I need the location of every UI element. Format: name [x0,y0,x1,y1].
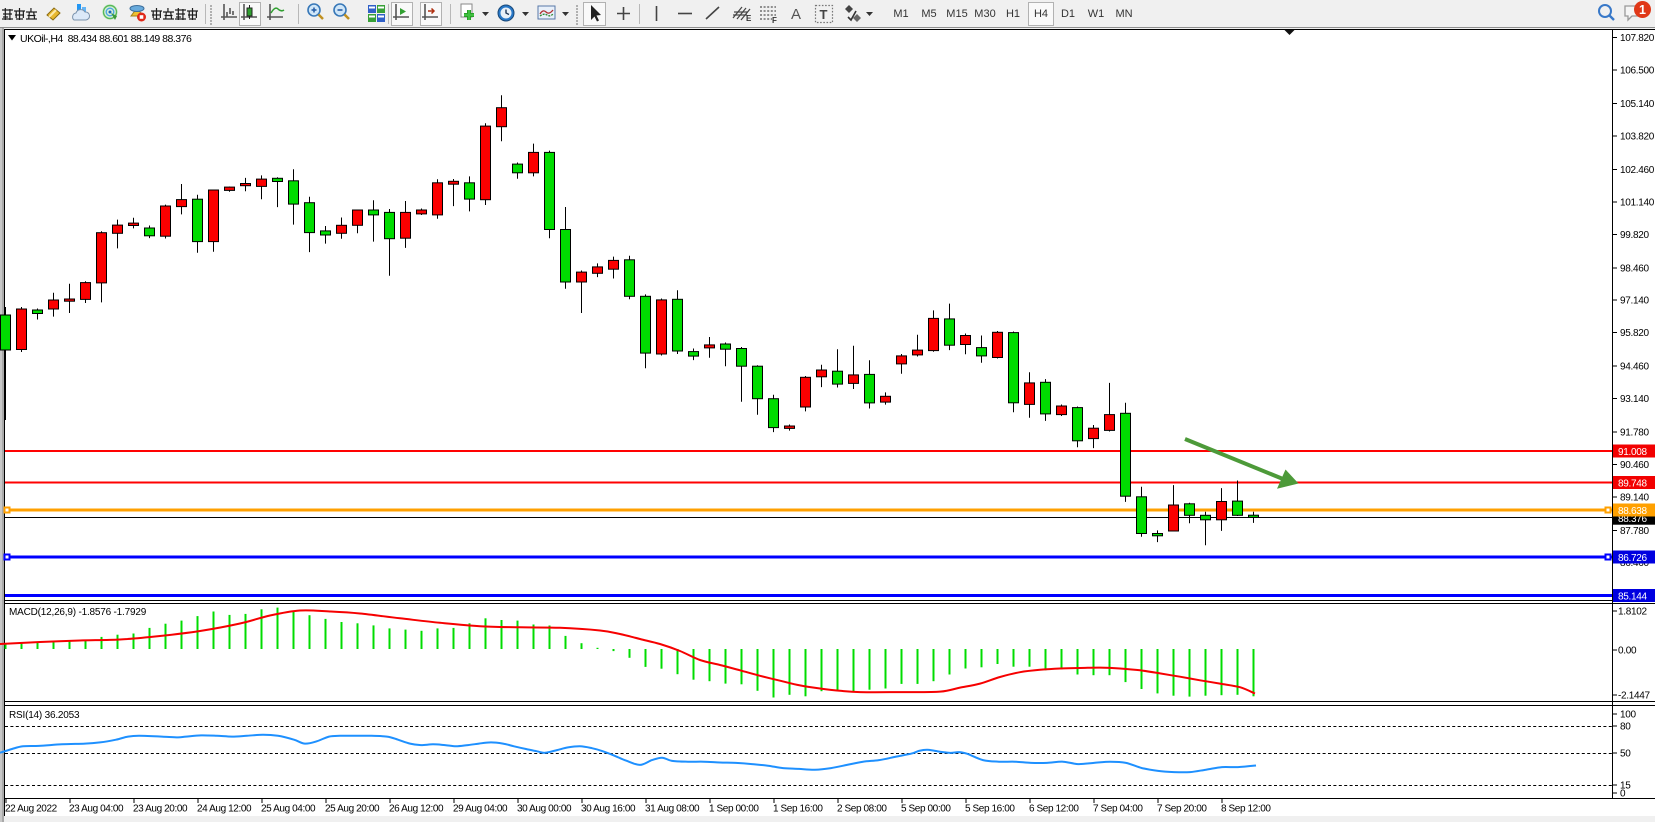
svg-text:29 Aug 04:00: 29 Aug 04:00 [453,804,508,815]
svg-text:D1: D1 [1061,8,1075,20]
svg-text:1 Sep 00:00: 1 Sep 00:00 [709,804,759,815]
svg-text:15: 15 [1620,781,1631,792]
svg-text:7 Sep 20:00: 7 Sep 20:00 [1157,804,1207,815]
svg-text:A: A [791,6,801,23]
svg-text:6 Sep 12:00: 6 Sep 12:00 [1029,804,1079,815]
svg-text:H1: H1 [1006,8,1020,20]
svg-text:30 Aug 16:00: 30 Aug 16:00 [581,804,636,815]
svg-text:MACD(12,26,9) -1.8576 -1.7929: MACD(12,26,9) -1.8576 -1.7929 [9,607,147,618]
svg-text:RSI(14) 36.2053: RSI(14) 36.2053 [9,710,80,721]
svg-text:22 Aug 2022: 22 Aug 2022 [5,804,58,815]
svg-text:101.140: 101.140 [1620,197,1655,208]
svg-text:87.780: 87.780 [1620,526,1650,537]
svg-text:30 Aug 00:00: 30 Aug 00:00 [517,804,572,815]
svg-text:85.144: 85.144 [1618,591,1648,602]
svg-text:50: 50 [1620,749,1631,760]
svg-text:MN: MN [1115,8,1132,20]
svg-text:102.460: 102.460 [1620,165,1655,176]
svg-text:M1: M1 [893,8,908,20]
svg-text:91.008: 91.008 [1618,447,1648,458]
svg-text:106.500: 106.500 [1620,66,1655,77]
svg-text:M30: M30 [974,8,995,20]
svg-text:-2.1447: -2.1447 [1618,691,1651,702]
svg-text:100: 100 [1620,710,1637,721]
svg-text:E: E [746,14,752,23]
svg-text:2 Sep 08:00: 2 Sep 08:00 [837,804,887,815]
svg-text:95.820: 95.820 [1620,328,1650,339]
svg-text:89.140: 89.140 [1620,492,1650,503]
svg-text:5 Sep 00:00: 5 Sep 00:00 [901,804,951,815]
svg-text:M15: M15 [946,8,967,20]
svg-text:86.726: 86.726 [1618,553,1648,564]
svg-text:105.140: 105.140 [1620,99,1655,110]
svg-text:86.460: 86.460 [1620,558,1650,569]
svg-text:23 Aug 04:00: 23 Aug 04:00 [69,804,124,815]
svg-text:88.638: 88.638 [1618,506,1648,517]
svg-text:99.820: 99.820 [1620,230,1650,241]
svg-text:0: 0 [1620,789,1626,800]
svg-text:25 Aug 20:00: 25 Aug 20:00 [325,804,380,815]
svg-text:24 Aug 12:00: 24 Aug 12:00 [197,804,252,815]
svg-text:H4: H4 [1034,8,1048,20]
svg-text:31 Aug 08:00: 31 Aug 08:00 [645,804,700,815]
svg-text:93.140: 93.140 [1620,394,1650,405]
svg-text:7 Sep 04:00: 7 Sep 04:00 [1093,804,1143,815]
svg-text:26 Aug 12:00: 26 Aug 12:00 [389,804,444,815]
svg-text:25 Aug 04:00: 25 Aug 04:00 [261,804,316,815]
svg-text:23 Aug 20:00: 23 Aug 20:00 [133,804,188,815]
svg-text:91.780: 91.780 [1620,428,1650,439]
svg-text:80: 80 [1620,722,1631,733]
svg-text:M5: M5 [921,8,936,20]
svg-text:T: T [820,7,828,22]
svg-text:89.748: 89.748 [1618,478,1648,489]
svg-text:1: 1 [1639,3,1646,17]
svg-text:107.820: 107.820 [1620,33,1655,44]
svg-text:F: F [772,16,777,25]
svg-text:5 Sep 16:00: 5 Sep 16:00 [965,804,1015,815]
svg-text:8 Sep 12:00: 8 Sep 12:00 [1221,804,1271,815]
svg-text:94.460: 94.460 [1620,362,1650,373]
svg-text:UKOil-,H4 88.434 88.601 88.14: UKOil-,H4 88.434 88.601 88.149 88.376 [20,33,192,45]
svg-text:88.376: 88.376 [1618,514,1648,525]
svg-text:97.140: 97.140 [1620,296,1650,307]
svg-text:103.820: 103.820 [1620,132,1655,143]
svg-text:90.460: 90.460 [1620,460,1650,471]
svg-text:1.8102: 1.8102 [1618,607,1648,618]
svg-text:W1: W1 [1088,8,1105,20]
svg-text:1 Sep 16:00: 1 Sep 16:00 [773,804,823,815]
svg-text:98.460: 98.460 [1620,263,1650,274]
svg-text:0.00: 0.00 [1618,646,1637,657]
